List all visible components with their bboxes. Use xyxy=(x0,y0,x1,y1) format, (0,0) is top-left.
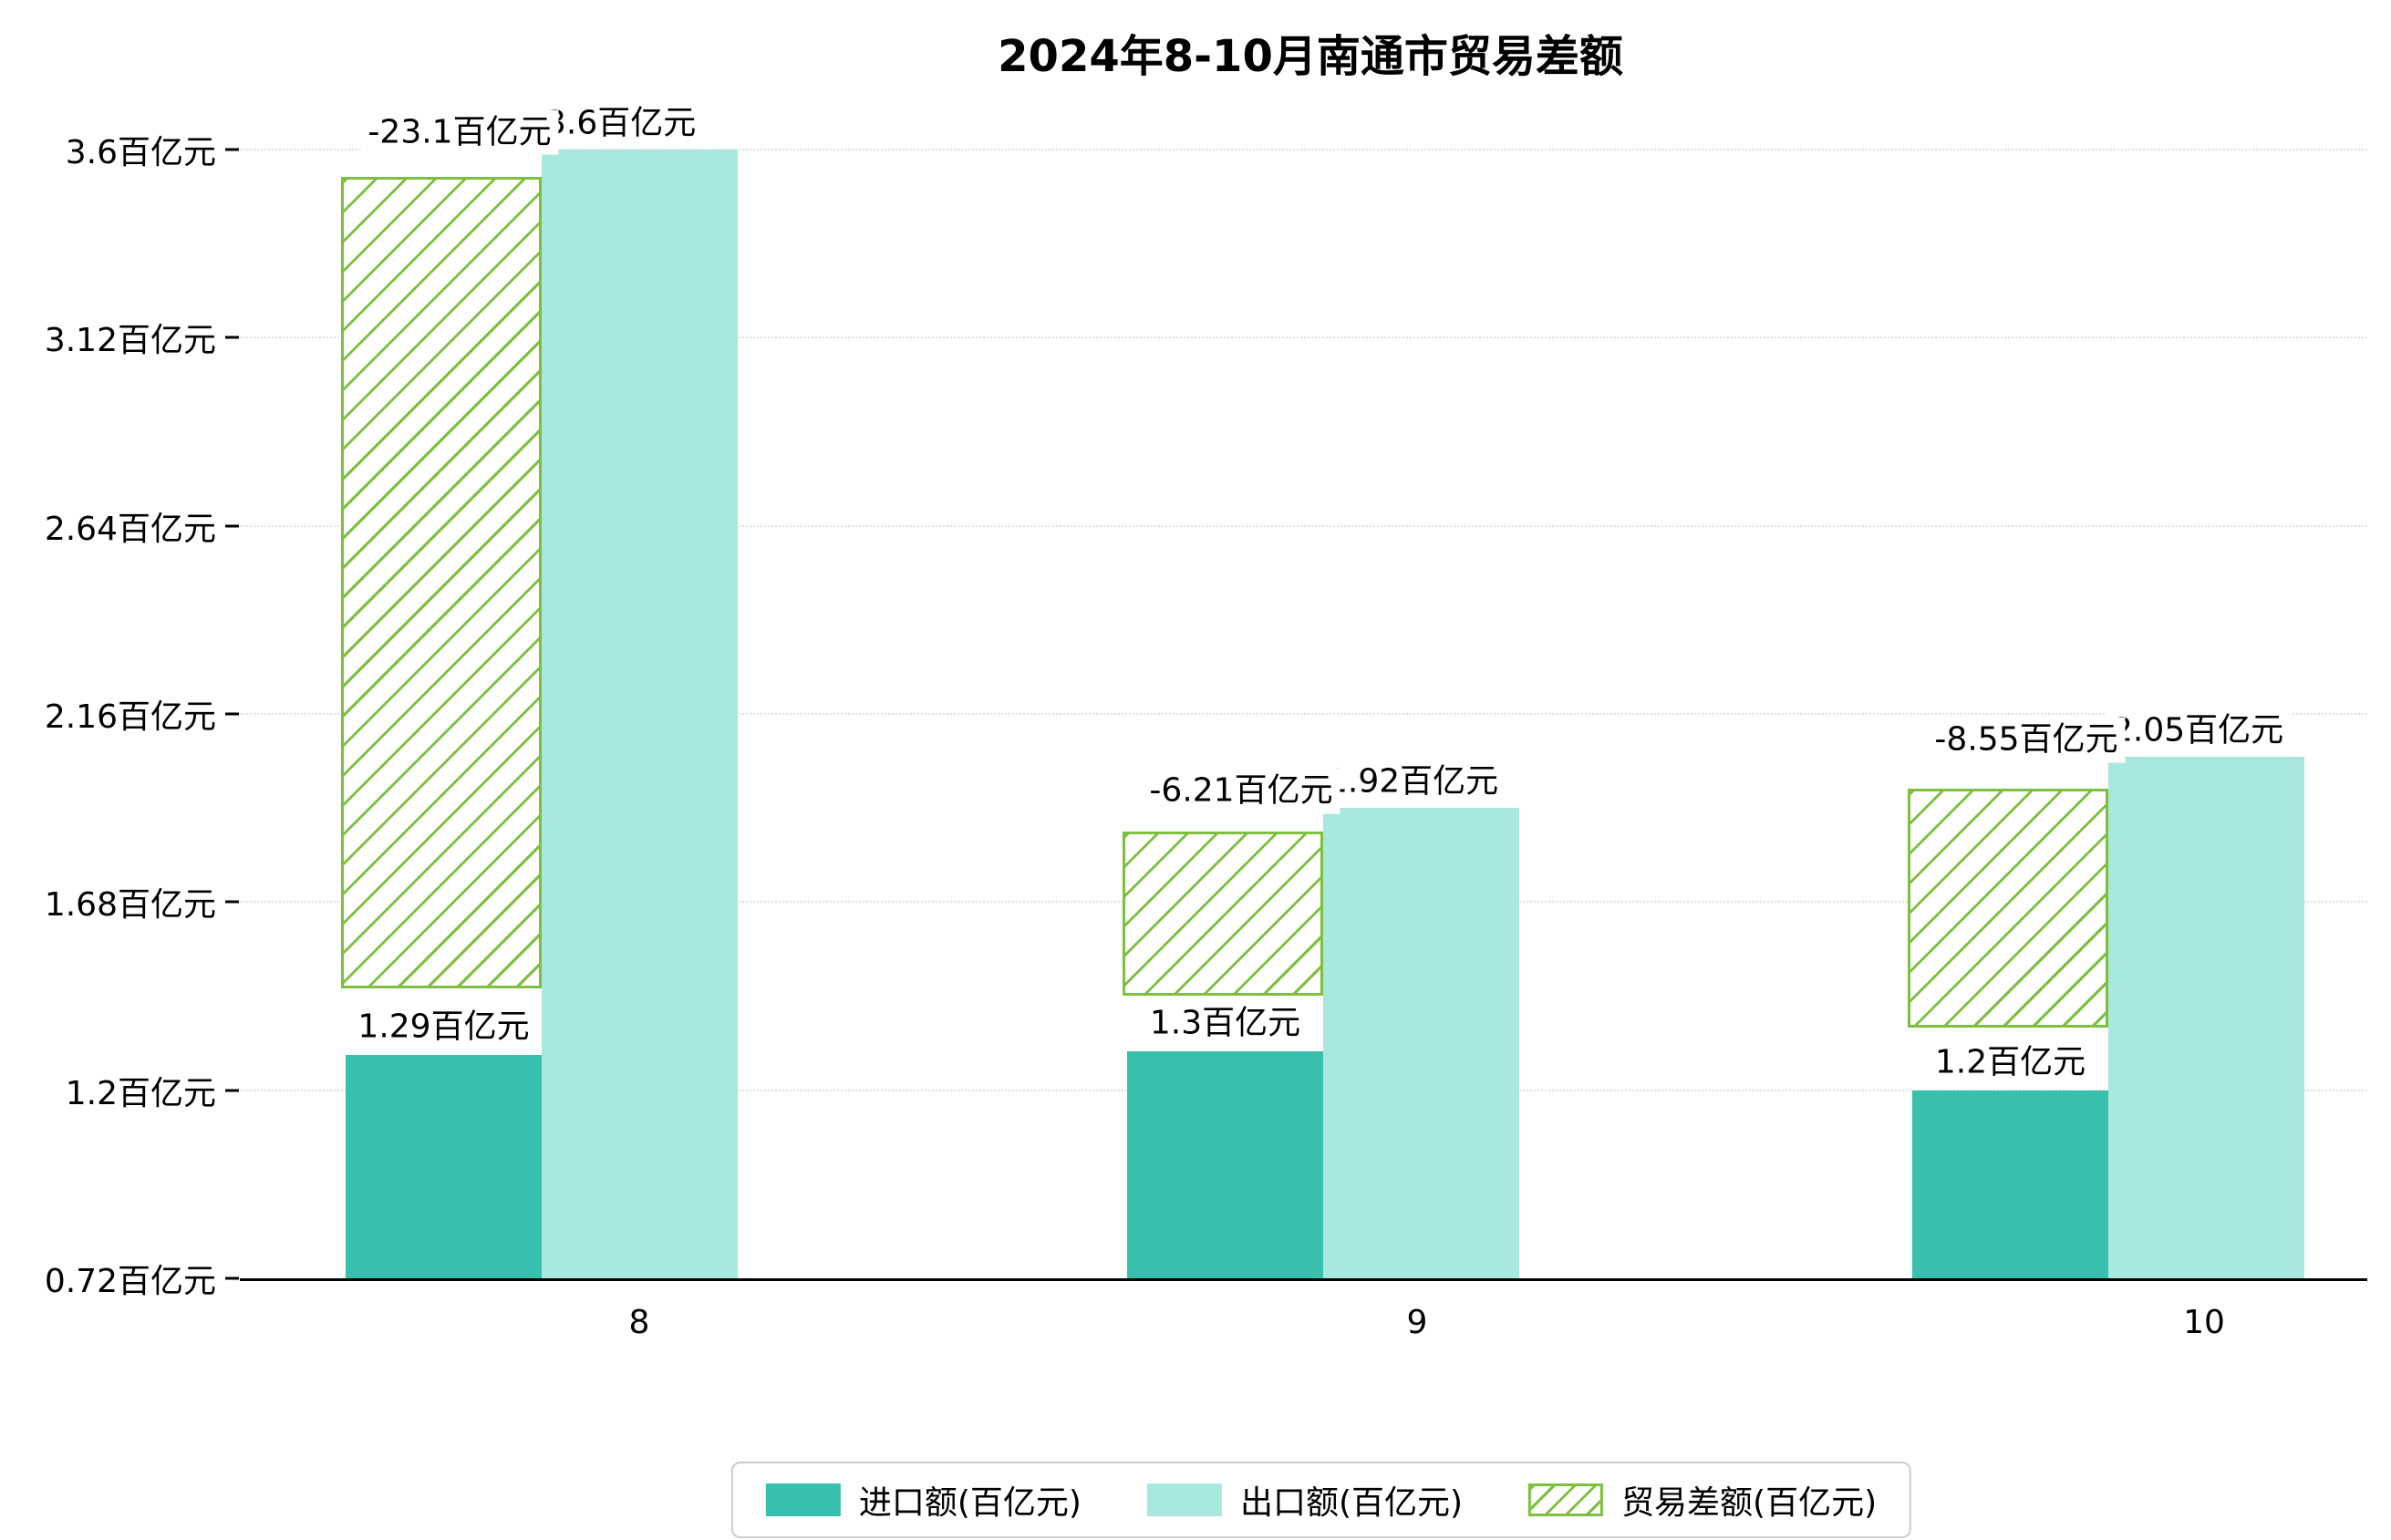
legend-label-import: 进口额(百亿元) xyxy=(858,1484,1082,1522)
y-tick-mark xyxy=(225,336,239,339)
balance-value-label: -23.1百亿元 xyxy=(360,109,559,155)
legend-label-export: 出口额(百亿元) xyxy=(1239,1484,1464,1522)
y-gridline xyxy=(240,524,2367,527)
y-tick-mark xyxy=(225,712,239,716)
x-tick-label: 10 xyxy=(2183,1304,2225,1341)
import-value-label: 1.29百亿元 xyxy=(350,1004,537,1049)
y-tick-label: 2.16百亿元 xyxy=(44,698,216,736)
legend: 进口额(百亿元) 出口额(百亿元) 贸易差额(百亿元) xyxy=(730,1462,1912,1538)
y-tick-mark xyxy=(225,524,239,528)
legend-swatch-balance xyxy=(1528,1483,1604,1516)
export-bar xyxy=(542,150,738,1278)
y-tick-mark xyxy=(225,1276,239,1280)
y-tick-label: 1.68百亿元 xyxy=(44,886,216,925)
y-tick-mark xyxy=(225,148,239,151)
y-tick-label: 0.72百亿元 xyxy=(44,1263,216,1300)
legend-item-export: 出口额(百亿元) xyxy=(1146,1476,1464,1524)
import-bar xyxy=(346,1054,542,1278)
chart-title: 2024年8-10月南通市贸易差额 xyxy=(998,31,1623,82)
legend-swatch-export xyxy=(1146,1483,1222,1516)
x-tick-label: 8 xyxy=(628,1304,650,1341)
x-axis-line xyxy=(240,1278,2367,1281)
export-bar xyxy=(2108,757,2304,1278)
y-gridline xyxy=(240,149,2367,150)
import-bar xyxy=(1912,1090,2108,1278)
export-value-label: 3.6百亿元 xyxy=(538,100,704,146)
balance-value-label: -8.55百亿元 xyxy=(1927,717,2126,763)
export-value-label: 1.92百亿元 xyxy=(1320,759,1506,805)
legend-item-balance: 贸易差额(百亿元) xyxy=(1528,1476,1877,1524)
legend-label-balance: 贸易差额(百亿元) xyxy=(1621,1484,1878,1522)
y-tick-mark xyxy=(225,900,239,904)
import-value-label: 1.3百亿元 xyxy=(1142,1000,1309,1046)
export-value-label: 2.05百亿元 xyxy=(2105,708,2292,754)
y-tick-label: 1.2百亿元 xyxy=(65,1074,216,1112)
balance-bar xyxy=(1123,831,1323,997)
y-tick-label: 3.12百亿元 xyxy=(44,322,216,360)
legend-item-import: 进口额(百亿元) xyxy=(765,1476,1082,1524)
y-tick-label: 2.64百亿元 xyxy=(44,510,216,548)
y-gridline xyxy=(240,713,2367,715)
y-gridline xyxy=(240,336,2367,339)
y-tick-mark xyxy=(225,1089,239,1092)
balance-bar xyxy=(1908,788,2108,1028)
legend-swatch-import xyxy=(765,1483,841,1516)
x-tick-label: 9 xyxy=(1406,1304,1428,1341)
balance-value-label: -6.21百亿元 xyxy=(1142,768,1340,814)
import-bar xyxy=(1127,1050,1323,1278)
export-bar xyxy=(1323,808,1519,1278)
import-value-label: 1.2百亿元 xyxy=(1927,1039,2094,1085)
y-tick-label: 3.6百亿元 xyxy=(65,134,216,171)
balance-bar xyxy=(341,177,542,988)
